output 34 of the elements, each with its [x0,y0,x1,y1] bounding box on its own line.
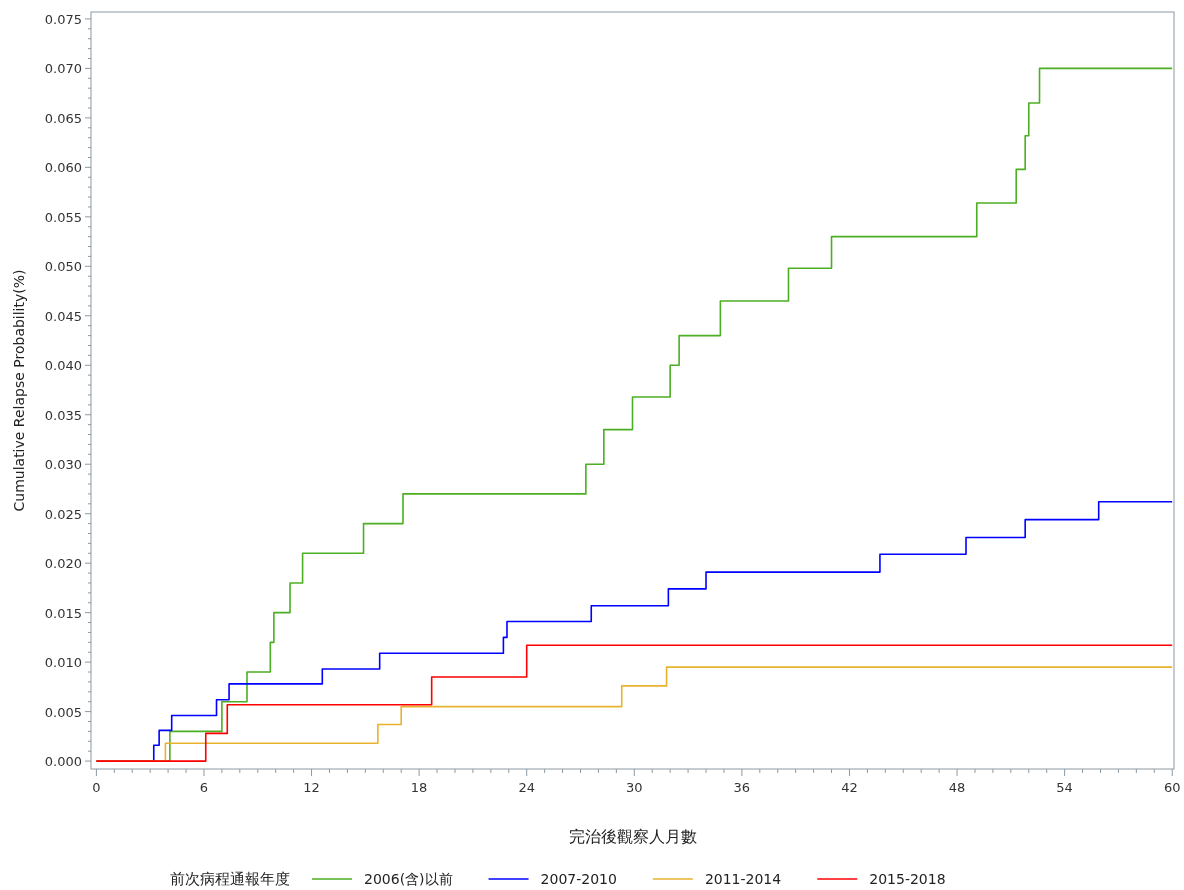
x-tick-label: 12 [303,780,320,795]
y-tick-label: 0.060 [44,160,82,176]
x-tick-label: 24 [518,780,535,795]
y-tick-label: 0.045 [44,308,82,324]
y-tick-label: 0.070 [44,61,82,77]
x-tick-label: 48 [948,780,966,795]
x-tick-label: 42 [841,780,858,795]
y-tick-label: 0.025 [44,506,82,522]
y-axis-title: Cumulative Relapse Probability(%) [11,269,27,512]
x-tick-label: 0 [92,780,101,795]
y-tick-label: 0.055 [44,209,82,225]
x-axis-title: 完治後觀察人月數 [568,827,697,846]
y-tick-label: 0.040 [44,358,82,374]
y-tick-label: 0.065 [44,110,82,126]
y-tick-label: 0.030 [44,457,82,473]
x-tick-label: 60 [1163,780,1181,795]
y-tick-label: 0.010 [44,655,82,671]
y-tick-label: 0.000 [44,754,82,770]
x-tick-label: 30 [626,780,643,795]
x-tick-label: 18 [410,780,428,795]
legend-label: 2006(含)以前 [364,871,453,887]
legend-label: 2007-2010 [540,871,617,887]
y-tick-label: 0.075 [44,11,82,27]
legend-label: 2011-2014 [704,871,782,887]
y-tick-label: 0.020 [44,556,82,572]
x-tick-label: 54 [1056,780,1073,795]
x-tick-label: 36 [733,780,751,795]
y-tick-label: 0.005 [44,704,82,720]
legend-label: 2015-2018 [869,871,946,887]
y-tick-label: 0.035 [44,407,82,423]
x-tick-label: 6 [199,780,209,795]
y-tick-label: 0.050 [44,259,82,275]
y-tick-label: 0.015 [44,605,82,621]
legend-title: 前次病程通報年度 [170,870,290,888]
